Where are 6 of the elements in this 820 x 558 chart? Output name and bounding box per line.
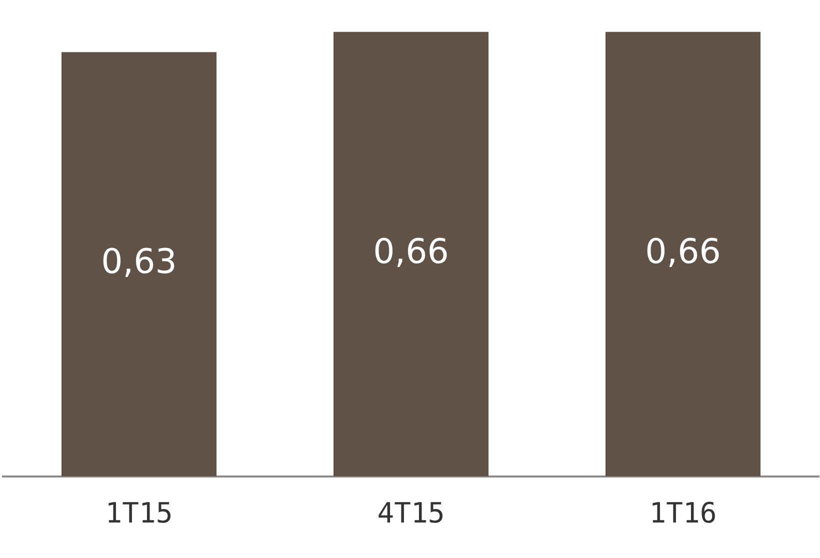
x-tick-label: 1T16 bbox=[649, 496, 717, 530]
x-tick-label: 1T15 bbox=[105, 496, 173, 530]
data-label: 0,66 bbox=[645, 232, 721, 272]
data-label: 0,66 bbox=[373, 232, 449, 272]
x-tick-label: 4T15 bbox=[377, 496, 445, 530]
data-label: 0,63 bbox=[101, 242, 177, 282]
